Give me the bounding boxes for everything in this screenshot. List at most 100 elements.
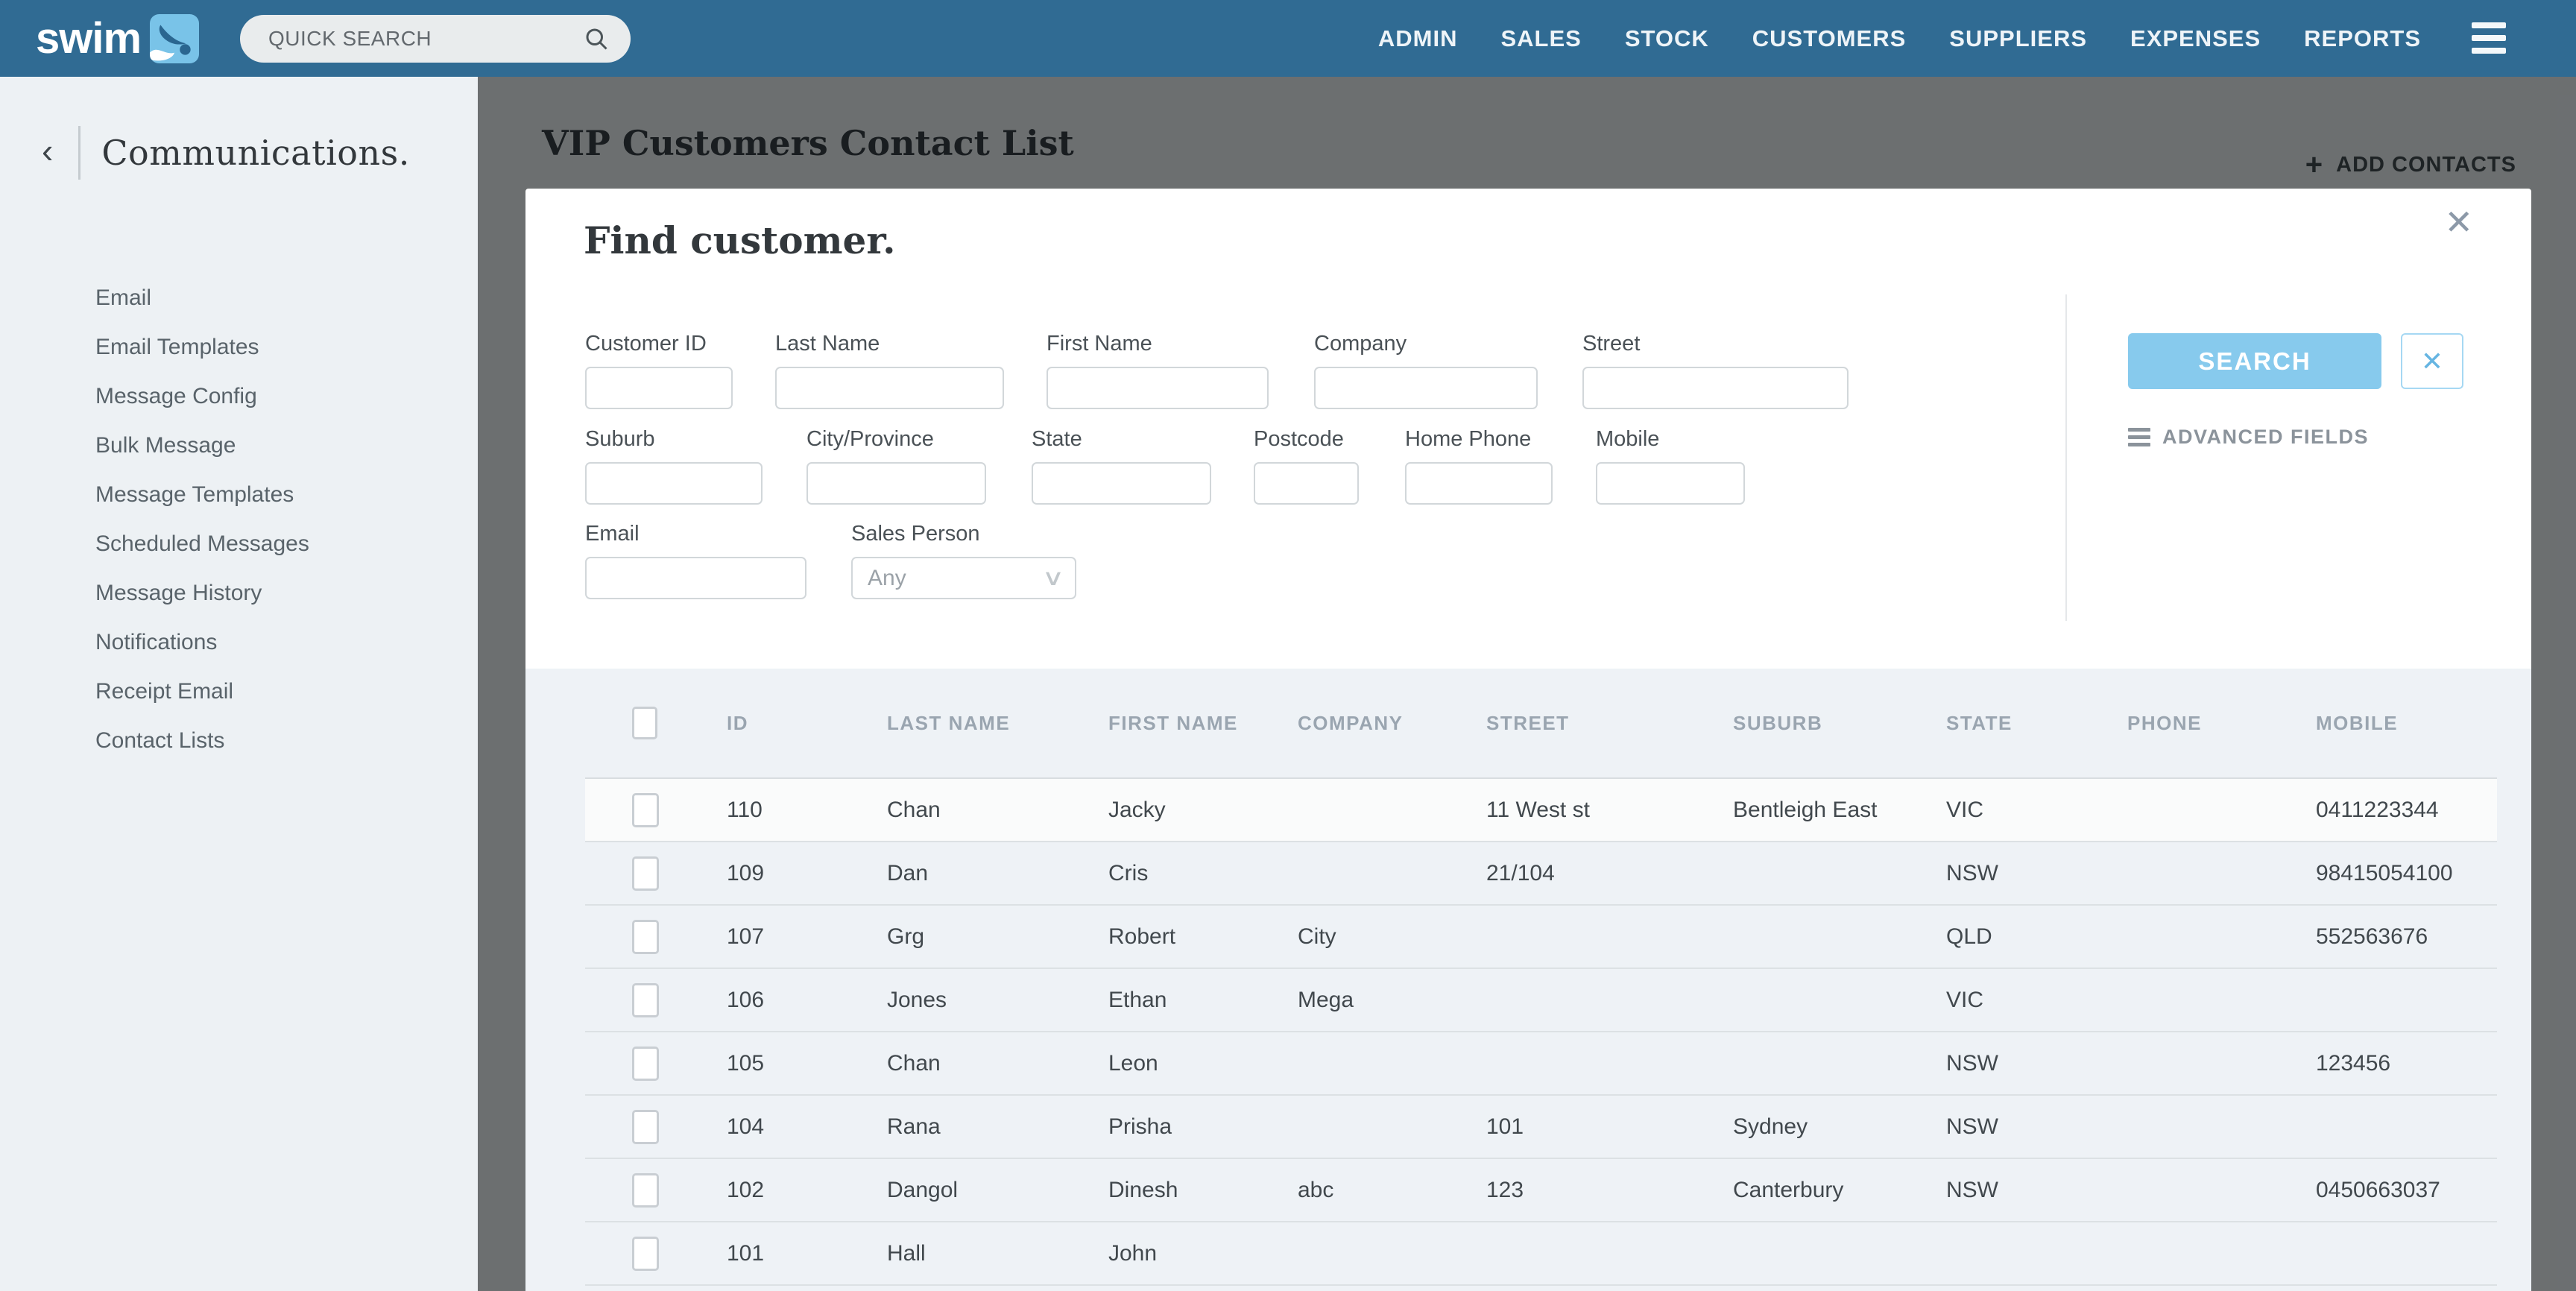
back-chevron-icon[interactable]: ‹ <box>42 131 54 170</box>
find-customer-modal: ✕ Find customer. Customer ID Last Name F… <box>525 189 2531 1291</box>
menu-icon[interactable] <box>2472 22 2506 54</box>
row-checkbox[interactable] <box>632 919 659 954</box>
row-checkbox[interactable] <box>632 982 659 1017</box>
column-header: ID <box>727 711 748 734</box>
cell-state: QLD <box>1946 924 1992 949</box>
advanced-fields-toggle[interactable]: ADVANCED FIELDS <box>2128 426 2369 449</box>
row-checkbox[interactable] <box>632 1109 659 1144</box>
last-name-label: Last Name <box>775 332 880 356</box>
nav-item[interactable]: ADMIN <box>1377 25 1458 51</box>
cell-state: NSW <box>1946 1114 1998 1139</box>
panel-divider <box>2065 294 2067 621</box>
cell-id: 110 <box>727 797 763 822</box>
cell-mobile: 0411223344 <box>2316 797 2439 822</box>
top-nav-bar: swim QUICK SEARCH ADMIN SALES STOCK CUSTOME… <box>0 0 2576 77</box>
cell-suburb: Bentleigh East <box>1733 797 1878 822</box>
sidebar-item[interactable]: Bulk Message <box>95 433 236 458</box>
cell-id: 106 <box>727 987 765 1012</box>
select-all-checkbox[interactable] <box>632 707 657 739</box>
sales-person-label: Sales Person <box>851 522 980 546</box>
sidebar-item[interactable]: Email <box>95 285 152 310</box>
last-name-field[interactable] <box>775 367 1004 409</box>
cell-street: 21/104 <box>1486 860 1555 886</box>
cell-first: Cris <box>1108 860 1149 886</box>
sidebar-item[interactable]: Message Templates <box>95 482 294 507</box>
row-checkbox-cell <box>585 1046 727 1081</box>
sidebar-item[interactable]: Receipt Email <box>95 679 234 704</box>
home-phone-field[interactable] <box>1405 462 1553 505</box>
mobile-field[interactable] <box>1596 462 1745 505</box>
sidebar-item[interactable]: Message Config <box>95 384 257 408</box>
row-checkbox[interactable] <box>632 1046 659 1081</box>
row-checkbox[interactable] <box>632 1172 659 1208</box>
cell-street: 101 <box>1486 1114 1524 1139</box>
nav-item[interactable]: REPORTS <box>2304 25 2421 51</box>
cell-mobile: 552563676 <box>2316 924 2428 949</box>
cell-last: Chan <box>887 1050 941 1076</box>
nav-item[interactable]: EXPENSES <box>2130 25 2261 51</box>
sidebar-title-divider <box>78 126 81 180</box>
cell-first: Jacky <box>1108 797 1166 822</box>
postcode-field[interactable] <box>1254 462 1359 505</box>
table-row: 107 Grg Robert City QLD 552563676 <box>585 906 2497 969</box>
first-name-field[interactable] <box>1046 367 1269 409</box>
logo[interactable]: swim <box>36 13 200 63</box>
sidebar-title: Communications. <box>101 133 410 173</box>
cell-id: 101 <box>727 1240 765 1266</box>
row-checkbox-cell <box>585 1172 727 1208</box>
cell-street: 11 West st <box>1486 797 1590 822</box>
quick-search-input[interactable]: QUICK SEARCH <box>240 15 631 63</box>
nav-item[interactable]: CUSTOMERS <box>1752 25 1907 51</box>
email-field[interactable] <box>585 557 806 599</box>
search-icon <box>586 28 607 50</box>
table-row: 101 Hall John <box>585 1222 2497 1286</box>
swim-logo-icon <box>150 13 200 63</box>
nav-item[interactable]: SUPPLIERS <box>1949 25 2088 51</box>
row-checkbox[interactable] <box>632 1236 659 1271</box>
cell-suburb: Canterbury <box>1733 1177 1844 1202</box>
row-checkbox[interactable] <box>632 856 659 891</box>
email-label: Email <box>585 522 640 546</box>
row-checkbox[interactable] <box>632 792 659 827</box>
sidebar: ‹ Communications. Email Email Templates Me… <box>0 77 478 1291</box>
chevron-down-icon: ∨ <box>1041 566 1065 590</box>
sidebar-item[interactable]: Contact Lists <box>95 728 225 753</box>
sidebar-item[interactable]: Message History <box>95 581 262 605</box>
street-label: Street <box>1582 332 1641 356</box>
sidebar-item[interactable]: Notifications <box>95 630 218 654</box>
cell-id: 107 <box>727 924 765 949</box>
table-body: 110 Chan Jacky 11 West st Bentleigh East VIC 0… <box>585 779 2497 1286</box>
search-button[interactable]: SEARCH <box>2128 333 2381 389</box>
cell-mobile: 0450663037 <box>2316 1177 2440 1202</box>
sidebar-header: ‹ Communications. <box>0 123 478 183</box>
modal-title: Find customer. <box>584 218 896 262</box>
sales-person-select[interactable]: Any ∨ <box>851 557 1076 599</box>
state-field[interactable] <box>1032 462 1211 505</box>
column-header: FIRST NAME <box>1108 711 1238 734</box>
cell-last: Dan <box>887 860 929 886</box>
column-header: LAST NAME <box>887 711 1011 734</box>
table-row: 102 Dangol Dinesh abc 123 Canterbury NSW 045066… <box>585 1159 2497 1222</box>
cell-state: NSW <box>1946 1177 1998 1202</box>
city-province-field[interactable] <box>806 462 986 505</box>
nav-item[interactable]: STOCK <box>1624 25 1709 51</box>
home-phone-label: Home Phone <box>1405 427 1532 451</box>
cell-street: 123 <box>1486 1177 1524 1202</box>
sidebar-item[interactable]: Scheduled Messages <box>95 531 309 556</box>
clear-search-button[interactable]: ✕ <box>2401 333 2463 389</box>
sidebar-item[interactable]: Email Templates <box>95 335 259 359</box>
company-field[interactable] <box>1314 367 1538 409</box>
table-row: 104 Rana Prisha 101 Sydney NSW <box>585 1096 2497 1159</box>
suburb-field[interactable] <box>585 462 763 505</box>
cell-last: Chan <box>887 797 941 822</box>
close-icon[interactable]: ✕ <box>2444 203 2473 242</box>
customer-id-field[interactable] <box>585 367 733 409</box>
table-header-row: ID LAST NAME FIRST NAME COMPANY STREET SUBURB… <box>585 669 2497 779</box>
street-field[interactable] <box>1582 367 1849 409</box>
header-checkbox-cell <box>585 707 727 739</box>
postcode-label: Postcode <box>1254 427 1344 451</box>
nav-item[interactable]: SALES <box>1500 25 1582 51</box>
row-checkbox-cell <box>585 919 727 954</box>
cell-last: Rana <box>887 1114 941 1139</box>
